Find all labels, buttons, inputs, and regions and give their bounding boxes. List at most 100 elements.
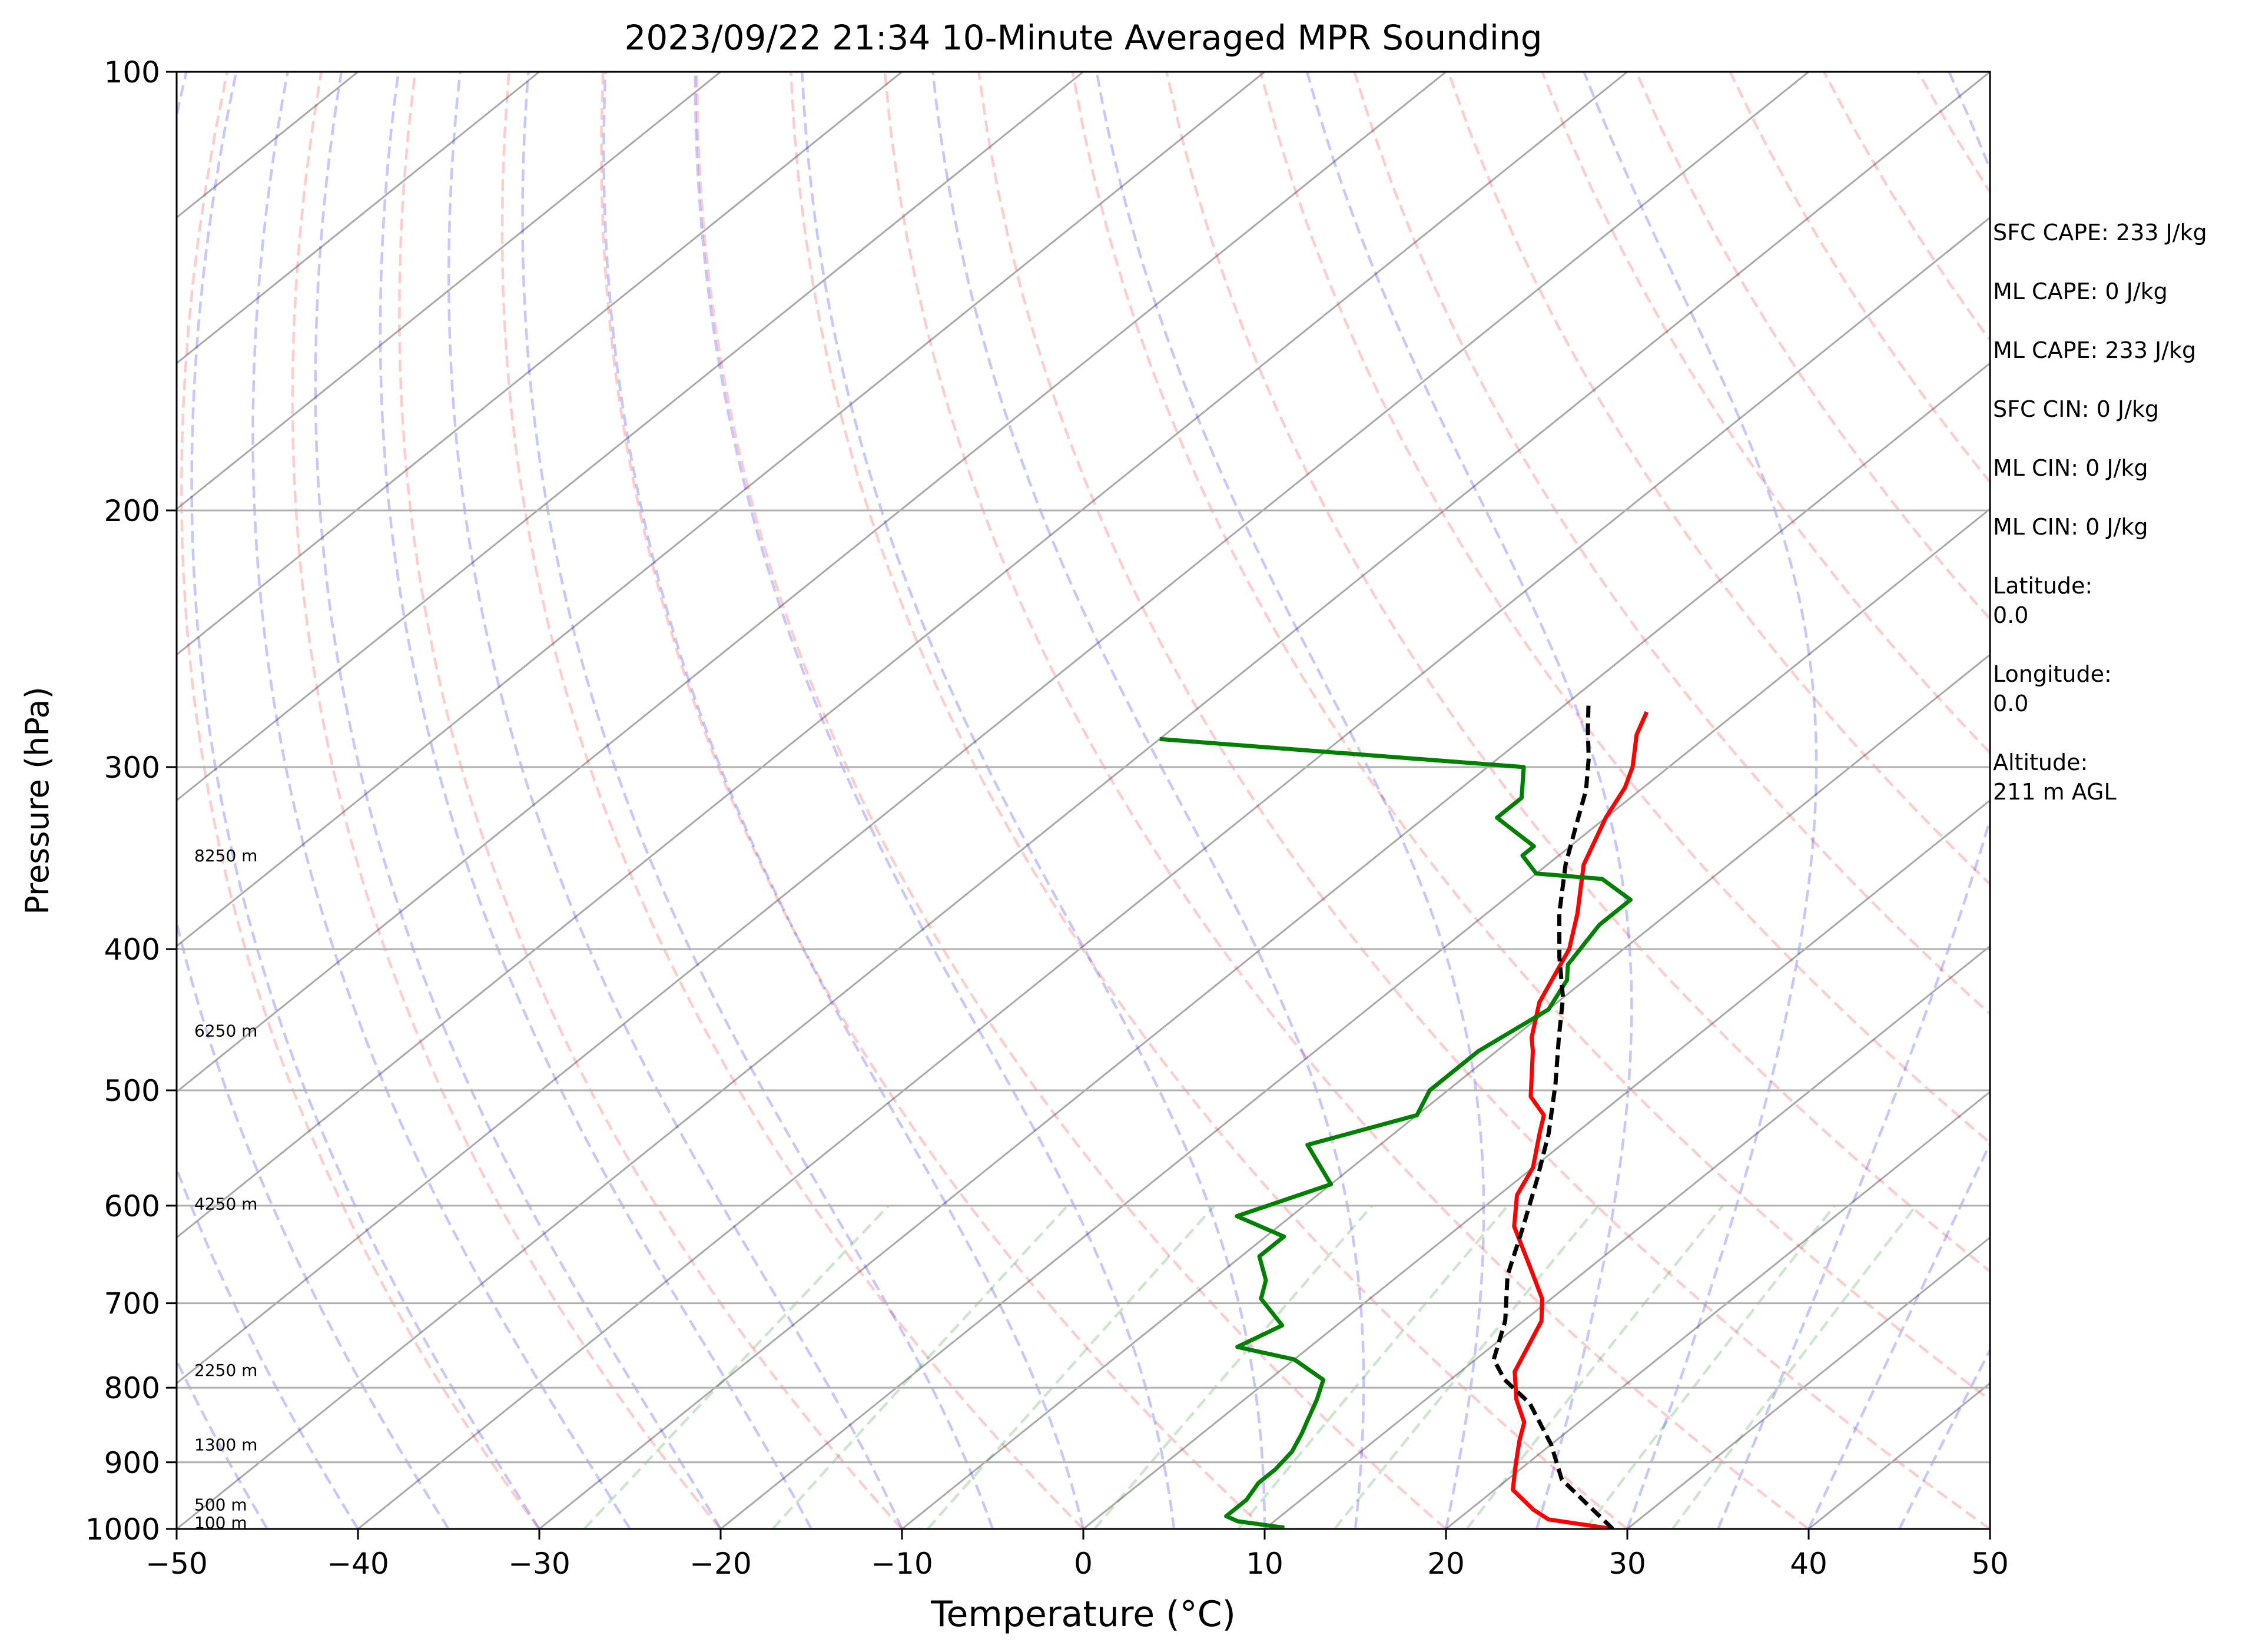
y-axis-label: Pressure (hPa) xyxy=(19,686,56,914)
dry-adiabat-line xyxy=(695,72,1447,1529)
mixing-ratio-line xyxy=(1465,1205,1724,1529)
moist-adiabat-line xyxy=(1807,1140,1990,1529)
moist-adiabat-line xyxy=(694,72,1176,1529)
parcel-profile-line xyxy=(1491,700,1614,1529)
isotherm-line xyxy=(177,72,1084,802)
isotherm-line xyxy=(720,507,1990,1529)
isotherm-line xyxy=(177,72,903,656)
dry-adiabat-line xyxy=(1071,72,1990,1402)
y-axis-ticks: 100 200 300 400 500 600 700 800 900 1000 xyxy=(85,55,177,1547)
dry-adiabat-line xyxy=(180,72,540,1529)
isotherm-line xyxy=(1264,945,1990,1529)
height-label: 2250 m xyxy=(194,1361,257,1380)
y-tick-label: 100 xyxy=(104,55,160,89)
longitude-value: Longitude: 0.0 xyxy=(1993,661,2112,716)
mixing-ratio-line xyxy=(1584,1205,1836,1529)
mixing-ratio-line xyxy=(583,1205,890,1529)
y-tick-label: 500 xyxy=(104,1074,160,1108)
moist-adiabat-line xyxy=(1716,72,1990,1529)
y-tick-label: 200 xyxy=(104,494,160,528)
moist-adiabat-line xyxy=(314,72,722,1529)
sfc-cin-value: SFC CIN: 0 J/kg xyxy=(1993,396,2160,422)
sfc-cape-value: SFC CAPE: 233 J/kg xyxy=(1993,220,2207,246)
height-label: 8250 m xyxy=(194,846,257,865)
x-tick-label: 50 xyxy=(1971,1547,2009,1581)
height-label: 500 m xyxy=(194,1495,247,1514)
isotherm-line xyxy=(177,72,1447,1093)
moist-adiabat-line xyxy=(1095,72,1485,1529)
moist-adiabat-line xyxy=(602,72,1085,1529)
latitude-value: Latitude: 0.0 xyxy=(1993,573,2093,628)
sounding-parameters-panel: SFC CAPE: 233 J/kg ML CAPE: 0 J/kg ML CA… xyxy=(1993,218,2252,836)
y-tick-label: 400 xyxy=(104,933,160,967)
ml-cape-value: ML CAPE: 0 J/kg xyxy=(1993,278,2168,304)
dry-adiabat-line xyxy=(291,72,722,1529)
chart-title: 2023/09/22 21:34 10-Minute Averaged MPR … xyxy=(624,18,1542,58)
background-lines xyxy=(177,72,1990,1529)
y-tick-label: 900 xyxy=(104,1446,160,1480)
dry-adiabat-line xyxy=(789,72,1628,1529)
isotherm-line xyxy=(177,72,1990,1529)
moist-adiabat-line xyxy=(177,72,450,1529)
x-tick-label: −10 xyxy=(871,1547,933,1581)
altitude-value: Altitude: 211 m AGL xyxy=(1993,749,2117,805)
y-tick-label: 600 xyxy=(104,1189,160,1223)
dry-adiabat-line xyxy=(600,72,1266,1529)
moist-adiabat-line xyxy=(931,72,1365,1529)
dry-adiabat-line xyxy=(1447,72,1990,886)
isotherm-line xyxy=(177,72,1809,1385)
mixing-ratio-line xyxy=(771,1205,1069,1529)
height-label: 4250 m xyxy=(194,1194,257,1213)
x-tick-label: −50 xyxy=(145,1547,208,1581)
moist-adiabat-line xyxy=(521,72,994,1529)
x-axis-ticks: −50 −40 −30 −20 −10 0 10 20 30 40 50 xyxy=(145,1529,2009,1581)
dry-adiabat-line xyxy=(500,72,1084,1529)
x-tick-label: 20 xyxy=(1427,1547,1465,1581)
isotherm-line xyxy=(539,362,1990,1529)
isotherm-line xyxy=(1083,799,1990,1529)
moist-adiabat-line xyxy=(447,72,904,1529)
moist-adiabat-line xyxy=(190,72,540,1529)
x-axis-label: Temperature (°C) xyxy=(930,1594,1236,1635)
height-label: 6250 m xyxy=(194,1021,257,1041)
dewpoint-line xyxy=(1159,737,1633,1529)
isotherm-line xyxy=(177,72,1628,1239)
y-tick-label: 300 xyxy=(104,751,160,785)
dry-adiabat-line xyxy=(883,72,1810,1529)
dry-adiabat-line xyxy=(398,72,903,1529)
x-tick-label: −30 xyxy=(508,1547,571,1581)
x-tick-label: 30 xyxy=(1608,1547,1646,1581)
x-tick-label: 40 xyxy=(1790,1547,1827,1581)
x-tick-label: −40 xyxy=(327,1547,389,1581)
ml-cin-value: ML CIN: 0 J/kg xyxy=(1993,455,2148,481)
isotherm-line xyxy=(177,72,540,364)
isotherm-line xyxy=(901,653,1990,1529)
ml-cin-value-2: ML CIN: 0 J/kg xyxy=(1993,514,2148,540)
ml-cape-value-2: ML CAPE: 233 J/kg xyxy=(1993,337,2197,363)
dry-adiabat-line xyxy=(977,72,1990,1529)
isotherm-line xyxy=(1627,1236,1990,1529)
isotherm-line xyxy=(177,72,721,510)
data-series xyxy=(1159,700,1649,1529)
moist-adiabat-line xyxy=(1305,72,1633,1529)
mixing-ratio-line xyxy=(927,1205,1216,1529)
y-tick-label: 1000 xyxy=(85,1512,160,1547)
mixing-ratio-line xyxy=(1671,1205,1918,1529)
isotherm-line xyxy=(357,216,1990,1529)
mixing-ratio-line xyxy=(1093,1205,1374,1529)
moist-adiabat-line xyxy=(251,72,631,1529)
height-label: 1300 m xyxy=(194,1435,257,1454)
moist-adiabat-line xyxy=(1898,1346,1990,1529)
dry-adiabat-line xyxy=(1165,72,1990,1273)
y-tick-label: 700 xyxy=(104,1287,160,1321)
isotherm-line xyxy=(177,72,1265,947)
temperature-line xyxy=(1511,711,1649,1529)
moist-adiabat-line xyxy=(379,72,812,1529)
isotherm-line xyxy=(1445,1090,1990,1529)
moist-adiabat-line xyxy=(1583,72,1818,1529)
x-tick-label: 0 xyxy=(1074,1547,1093,1581)
x-tick-label: 10 xyxy=(1246,1547,1283,1581)
moist-adiabat-line xyxy=(801,72,1266,1529)
